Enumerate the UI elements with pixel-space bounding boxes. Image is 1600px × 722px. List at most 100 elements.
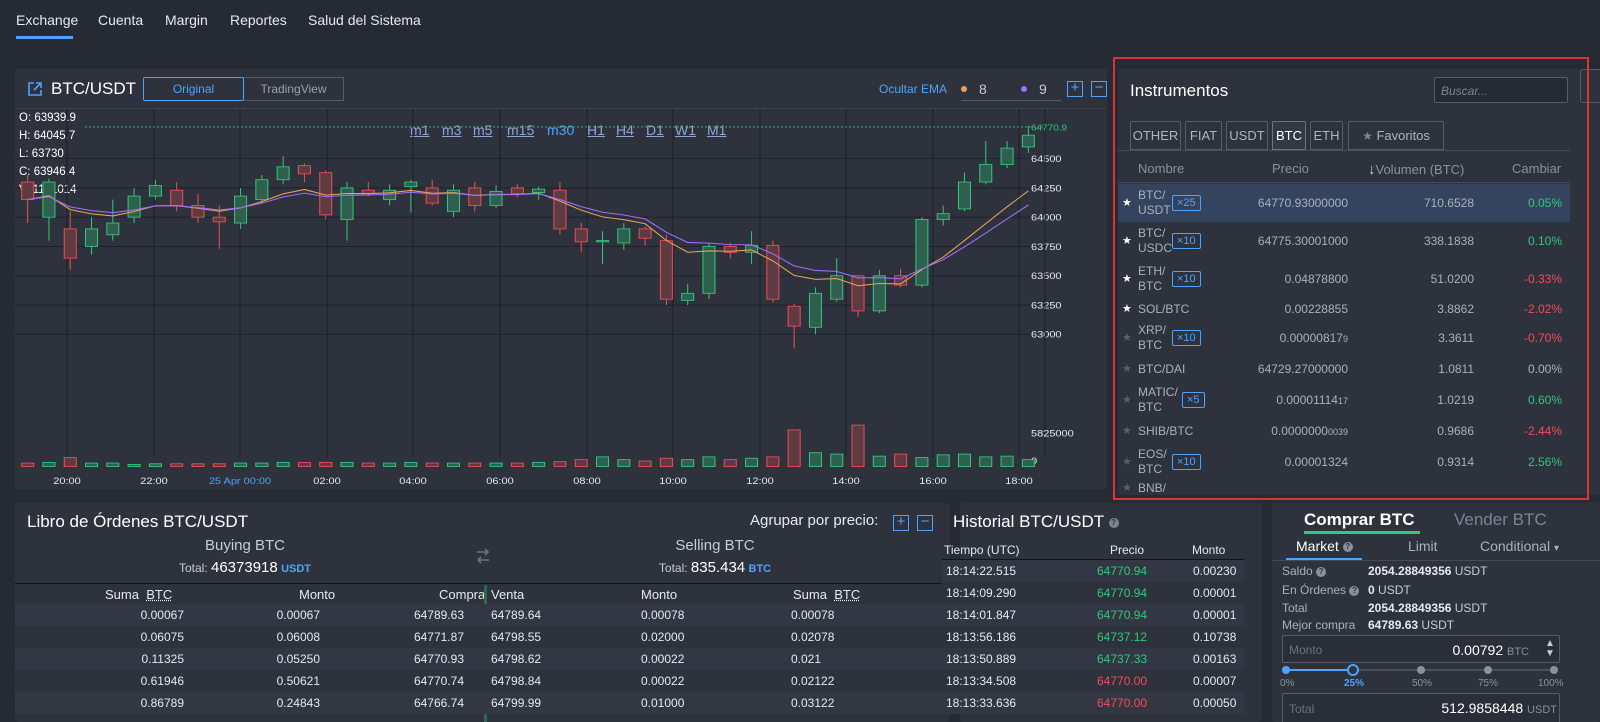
- slider-mark-75[interactable]: [1484, 666, 1492, 674]
- slider-mark-100[interactable]: [1550, 666, 1558, 674]
- instrument-row[interactable]: ★ MATIC/BTC ×5 0.0000111417 1.0219 0.60%: [1118, 381, 1570, 419]
- hide-ema-toggle[interactable]: Ocultar EMA: [879, 82, 948, 96]
- candle-body: [425, 187, 439, 204]
- tab-comprar[interactable]: Comprar BTC: [1304, 510, 1415, 529]
- leverage-badge[interactable]: ×10: [1172, 271, 1201, 287]
- info-icon[interactable]: ?: [1108, 517, 1119, 528]
- x-tick-label: 06:00: [486, 476, 514, 486]
- timeframe-H1[interactable]: H1: [587, 122, 605, 138]
- leverage-badge[interactable]: ×5: [1182, 392, 1205, 408]
- instrument-name: EOS/BTC: [1138, 447, 1167, 477]
- timeframe-m15[interactable]: m15: [507, 122, 535, 138]
- volume-bar: [553, 461, 567, 467]
- nav-cuenta[interactable]: Cuenta: [98, 12, 144, 28]
- amount-input[interactable]: Monto 0.00792 BTC ▲ ▼: [1282, 635, 1560, 663]
- timeframe-M1[interactable]: M1: [707, 122, 727, 138]
- group-increase-button[interactable]: +: [893, 514, 909, 531]
- slider-mark-0[interactable]: [1282, 666, 1290, 674]
- favorite-star-icon[interactable]: ★: [1122, 482, 1132, 494]
- slider-mark-50[interactable]: [1417, 666, 1425, 674]
- favorite-star-icon[interactable]: ★: [1122, 394, 1132, 406]
- timeframe-m1[interactable]: m1: [410, 122, 430, 138]
- price-chart[interactable]: 63000 63250 63500 63750 64000 64250 64500 58250…: [15, 109, 1107, 489]
- leverage-badge[interactable]: ×10: [1172, 233, 1201, 249]
- favorite-star-icon[interactable]: ★: [1122, 197, 1132, 209]
- stepper-icon[interactable]: ▲ ▼: [1545, 638, 1555, 659]
- tab-usdt[interactable]: USDT: [1226, 121, 1268, 150]
- favorite-star-icon[interactable]: ★: [1122, 273, 1132, 285]
- col-volumen[interactable]: ↓Volumen (BTC): [1368, 161, 1464, 178]
- balance-amount: 2054.28849356: [1368, 564, 1452, 578]
- instrument-row[interactable]: ★ XRP/BTC ×10 0.000008179 3.3611 -0.70%: [1118, 319, 1570, 357]
- group-decrease-button[interactable]: −: [917, 514, 933, 531]
- ema-slow-input[interactable]: 9: [1021, 77, 1061, 101]
- nav-salud[interactable]: Salud del Sistema: [308, 12, 421, 28]
- instrument-name: MATIC/BTC: [1138, 385, 1178, 415]
- nav-exchange[interactable]: Exchange: [16, 12, 79, 28]
- instrument-row[interactable]: ★ BTC/DAI 64729.27000000 1.0811 0.00%: [1118, 357, 1570, 381]
- tab-vender[interactable]: Vender BTC: [1454, 510, 1547, 529]
- total-amount: 2054.28849356: [1368, 601, 1452, 615]
- favorite-star-icon[interactable]: ★: [1122, 456, 1132, 468]
- orders-currency: USDT: [1378, 583, 1411, 597]
- external-link-icon[interactable]: [27, 81, 43, 97]
- timeframe-D1[interactable]: D1: [646, 122, 664, 138]
- info-icon[interactable]: ?: [1342, 542, 1353, 553]
- col-precio[interactable]: Precio: [1272, 161, 1309, 176]
- best-buy-value[interactable]: 64789.63 USDT: [1368, 618, 1454, 632]
- hdr-suma-sell-unit[interactable]: BTC: [834, 587, 861, 602]
- leverage-badge[interactable]: ×25: [1172, 195, 1201, 211]
- leverage-badge[interactable]: ×10: [1172, 330, 1201, 346]
- volume-bar: [191, 463, 205, 467]
- instruments-search-input[interactable]: Buscar...: [1434, 77, 1568, 103]
- tab-other[interactable]: OTHER: [1130, 121, 1181, 150]
- timeframe-m30[interactable]: m30: [547, 122, 575, 138]
- instrument-row[interactable]: ★ SOL/BTC 0.00228855 3.8862 -2.02%: [1118, 298, 1570, 319]
- orderbook-row[interactable]: 0.86789 0.24843 64766.74 64799.99 0.01000 0.0…: [15, 692, 950, 714]
- swap-arrows-icon[interactable]: [475, 547, 491, 565]
- info-icon[interactable]: ?: [1316, 566, 1327, 577]
- view-original-button[interactable]: Original: [143, 77, 244, 101]
- view-tradingview-button[interactable]: TradingView: [244, 77, 344, 101]
- col-cambiar[interactable]: Cambiar: [1512, 161, 1562, 176]
- tab-fiat[interactable]: FIAT: [1185, 121, 1222, 150]
- timeframe-m5[interactable]: m5: [473, 122, 493, 138]
- nav-reportes[interactable]: Reportes: [230, 12, 287, 28]
- orderbook-row[interactable]: 0.00067 0.00067 64789.63 64789.64 0.00078 0.0…: [15, 604, 950, 626]
- timeframe-H4[interactable]: H4: [616, 122, 634, 138]
- favorite-star-icon[interactable]: ★: [1122, 425, 1132, 437]
- zoom-out-button[interactable]: −: [1091, 80, 1107, 97]
- type-limit[interactable]: Limit: [1408, 538, 1438, 554]
- amount-slider-handle[interactable]: [1347, 664, 1359, 676]
- instrument-row[interactable]: ★ ETH/BTC ×10 0.04878800 51.0200 -0.33%: [1118, 260, 1570, 298]
- instrument-row[interactable]: ★ EOS/BTC ×10 0.00001324 0.9314 2.56%: [1118, 443, 1570, 481]
- orderbook-row[interactable]: 0.61946 0.50621 64770.74 64798.84 0.00022 0.0…: [15, 670, 950, 692]
- favorite-star-icon[interactable]: ★: [1122, 363, 1132, 375]
- tab-btc[interactable]: BTC: [1272, 121, 1306, 150]
- orderbook-cell-sprice: 64799.99: [491, 696, 542, 710]
- instrument-row[interactable]: ★ BTC/USDC ×10 64775.30001000 338.1838 0.10%: [1118, 222, 1570, 260]
- type-market[interactable]: Market ?: [1296, 538, 1353, 554]
- favorite-star-icon[interactable]: ★: [1122, 332, 1132, 344]
- favorite-star-icon[interactable]: ★: [1122, 235, 1132, 247]
- zoom-in-button[interactable]: +: [1067, 80, 1083, 97]
- favorite-star-icon[interactable]: ★: [1122, 302, 1132, 315]
- hdr-suma-buy-unit[interactable]: BTC: [146, 587, 173, 602]
- col-nombre[interactable]: Nombre: [1138, 161, 1185, 176]
- instrument-row[interactable]: ★ BNB/: [1118, 481, 1570, 495]
- type-conditional[interactable]: Conditional ▾: [1480, 538, 1559, 554]
- total-input[interactable]: Total 512.9858448 USDT: [1282, 693, 1560, 722]
- tab-eth[interactable]: ETH: [1310, 121, 1343, 150]
- panel-menu-handle[interactable]: [1580, 69, 1600, 103]
- nav-margin[interactable]: Margin: [165, 12, 208, 28]
- orderbook-row[interactable]: 0.06075 0.06008 64771.87 64798.55 0.02000 0.0…: [15, 626, 950, 648]
- instrument-row[interactable]: ★ SHIB/BTC 0.00000000039 0.9686 -2.44%: [1118, 419, 1570, 443]
- leverage-badge[interactable]: ×10: [1172, 454, 1201, 470]
- instrument-row[interactable]: ★ BTC/USDT ×25 64770.93000000 710.6528 0.05%: [1118, 184, 1570, 222]
- orderbook-row[interactable]: 0.11325 0.05250 64770.93 64798.62 0.00022 0.0…: [15, 648, 950, 670]
- timeframe-W1[interactable]: W1: [675, 122, 696, 138]
- ema-fast-input[interactable]: 8: [961, 77, 1021, 101]
- timeframe-m3[interactable]: m3: [442, 122, 462, 138]
- info-icon[interactable]: ?: [1349, 585, 1360, 596]
- tab-favoritos[interactable]: ★ Favoritos: [1348, 121, 1444, 150]
